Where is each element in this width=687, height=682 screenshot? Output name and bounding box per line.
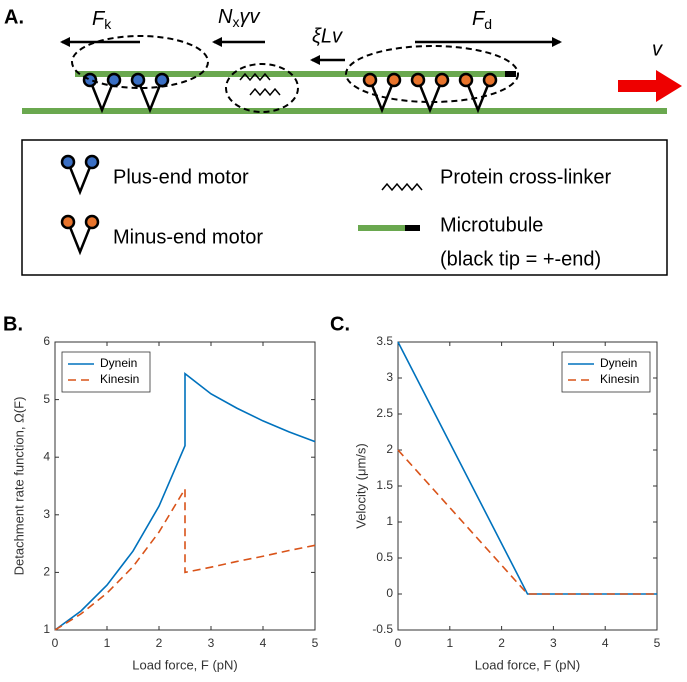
y-tick-label: 2 <box>386 442 393 456</box>
x-tick-label: 4 <box>602 636 609 650</box>
y-tick-label: 2.5 <box>376 406 393 420</box>
x-tick-label: 2 <box>156 636 163 650</box>
x-tick-label: 1 <box>104 636 111 650</box>
legend-label: Dynein <box>100 356 137 370</box>
y-tick-label: 0 <box>386 586 393 600</box>
velocity-label: v <box>652 38 663 60</box>
legend-text: (black tip = +-end) <box>440 248 601 270</box>
y-tick-label: 1 <box>43 622 50 636</box>
x-tick-label: 3 <box>550 636 557 650</box>
y-tick-label: 3 <box>43 507 50 521</box>
legend-box <box>61 351 151 393</box>
legend-text: Minus-end motor <box>113 226 263 248</box>
y-axis-label: Velocity (μm/s) <box>353 443 368 529</box>
x-tick-label: 0 <box>395 636 402 650</box>
x-tick-label: 5 <box>312 636 319 650</box>
y-axis-label: Detachment rate function, Ω(F) <box>11 397 26 576</box>
x-tick-label: 1 <box>446 636 453 650</box>
drag-label: ξLv <box>312 25 343 47</box>
panel-a-legend: Plus-end motor Minus-end motor Protein c… <box>21 139 668 276</box>
crosslinker <box>239 72 281 97</box>
legend-box <box>561 351 651 393</box>
panel-a: A. Fk Nxγv ξLv Fd v <box>4 6 682 114</box>
panel-label: C. <box>330 313 350 335</box>
x-axis-label: Load force, F (pN) <box>132 657 238 672</box>
legend-icon <box>60 154 100 256</box>
y-tick-label: 4 <box>43 449 50 463</box>
y-tick-label: 0.5 <box>376 550 393 564</box>
x-tick-label: 2 <box>498 636 505 650</box>
x-tick-label: 0 <box>52 636 59 650</box>
velocity-arrow <box>618 70 682 102</box>
x-tick-label: 4 <box>260 636 267 650</box>
y-tick-label: 2 <box>43 565 50 579</box>
group-outline <box>71 35 209 89</box>
group-outline <box>345 45 519 103</box>
drag-label: Nxγv <box>218 6 260 29</box>
group-outline <box>225 63 299 113</box>
y-tick-label: 1 <box>386 514 393 528</box>
data-line <box>54 372 316 631</box>
legend-text: Plus-end motor <box>113 166 249 188</box>
x-tick-label: 5 <box>654 636 661 650</box>
data-line <box>54 485 316 631</box>
y-tick-label: 3 <box>386 370 393 384</box>
y-tick-label: 1.5 <box>376 478 393 492</box>
y-tick-label: 5 <box>43 392 50 406</box>
y-tick-label: 6 <box>43 334 50 348</box>
legend-text: Protein cross-linker <box>440 166 612 188</box>
force-label: Fk <box>92 8 112 31</box>
data-line <box>397 449 657 595</box>
legend-icon <box>381 182 423 192</box>
legend-label: Kinesin <box>600 372 639 386</box>
minus-motors <box>362 72 498 114</box>
legend-box <box>21 139 668 276</box>
panel-label: B. <box>3 313 23 335</box>
plus-motors <box>82 72 170 114</box>
x-axis-label: Load force, F (pN) <box>475 657 581 672</box>
force-label: Fd <box>472 8 492 31</box>
x-tick-label: 3 <box>208 636 215 650</box>
legend-label: Dynein <box>600 356 637 370</box>
y-tick-label: 3.5 <box>376 334 393 348</box>
panel-label: A. <box>4 6 24 28</box>
y-tick-label: -0.5 <box>372 622 393 636</box>
legend-text: Microtubule <box>440 214 543 236</box>
legend-label: Kinesin <box>100 372 139 386</box>
